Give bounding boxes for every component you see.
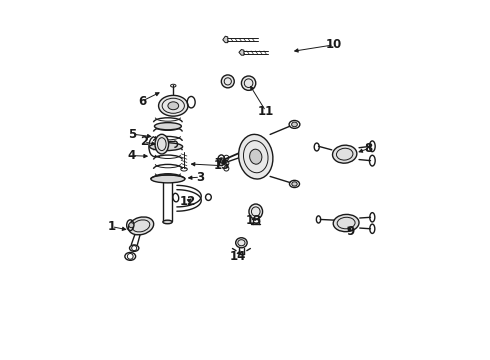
Polygon shape [223,36,228,42]
Polygon shape [239,49,244,55]
Text: 4: 4 [128,149,136,162]
Ellipse shape [155,134,169,154]
Text: 5: 5 [128,127,136,141]
Ellipse shape [151,175,185,183]
Text: 10: 10 [326,38,342,51]
Text: 11: 11 [258,105,274,118]
Text: 12: 12 [179,195,196,208]
Ellipse shape [239,134,273,179]
Ellipse shape [249,149,262,164]
Ellipse shape [333,215,359,231]
Ellipse shape [159,95,188,116]
Circle shape [129,223,134,228]
Text: 7: 7 [214,157,222,170]
Circle shape [219,158,224,163]
Text: 8: 8 [365,142,373,155]
Circle shape [221,75,234,88]
Ellipse shape [333,145,357,163]
Ellipse shape [149,143,183,150]
Text: 6: 6 [138,95,146,108]
Ellipse shape [168,102,179,110]
Ellipse shape [128,217,154,235]
Text: 3: 3 [196,171,204,184]
Ellipse shape [292,182,297,186]
Ellipse shape [154,123,181,130]
Ellipse shape [292,122,297,127]
Text: 9: 9 [346,225,355,238]
Text: 13: 13 [245,215,262,228]
Text: 14: 14 [230,249,246,262]
Text: 2: 2 [140,135,148,148]
Text: 15: 15 [214,159,230,172]
Ellipse shape [249,204,263,219]
Text: 1: 1 [107,220,116,233]
Ellipse shape [163,220,172,224]
Ellipse shape [236,238,247,248]
Circle shape [242,76,256,90]
